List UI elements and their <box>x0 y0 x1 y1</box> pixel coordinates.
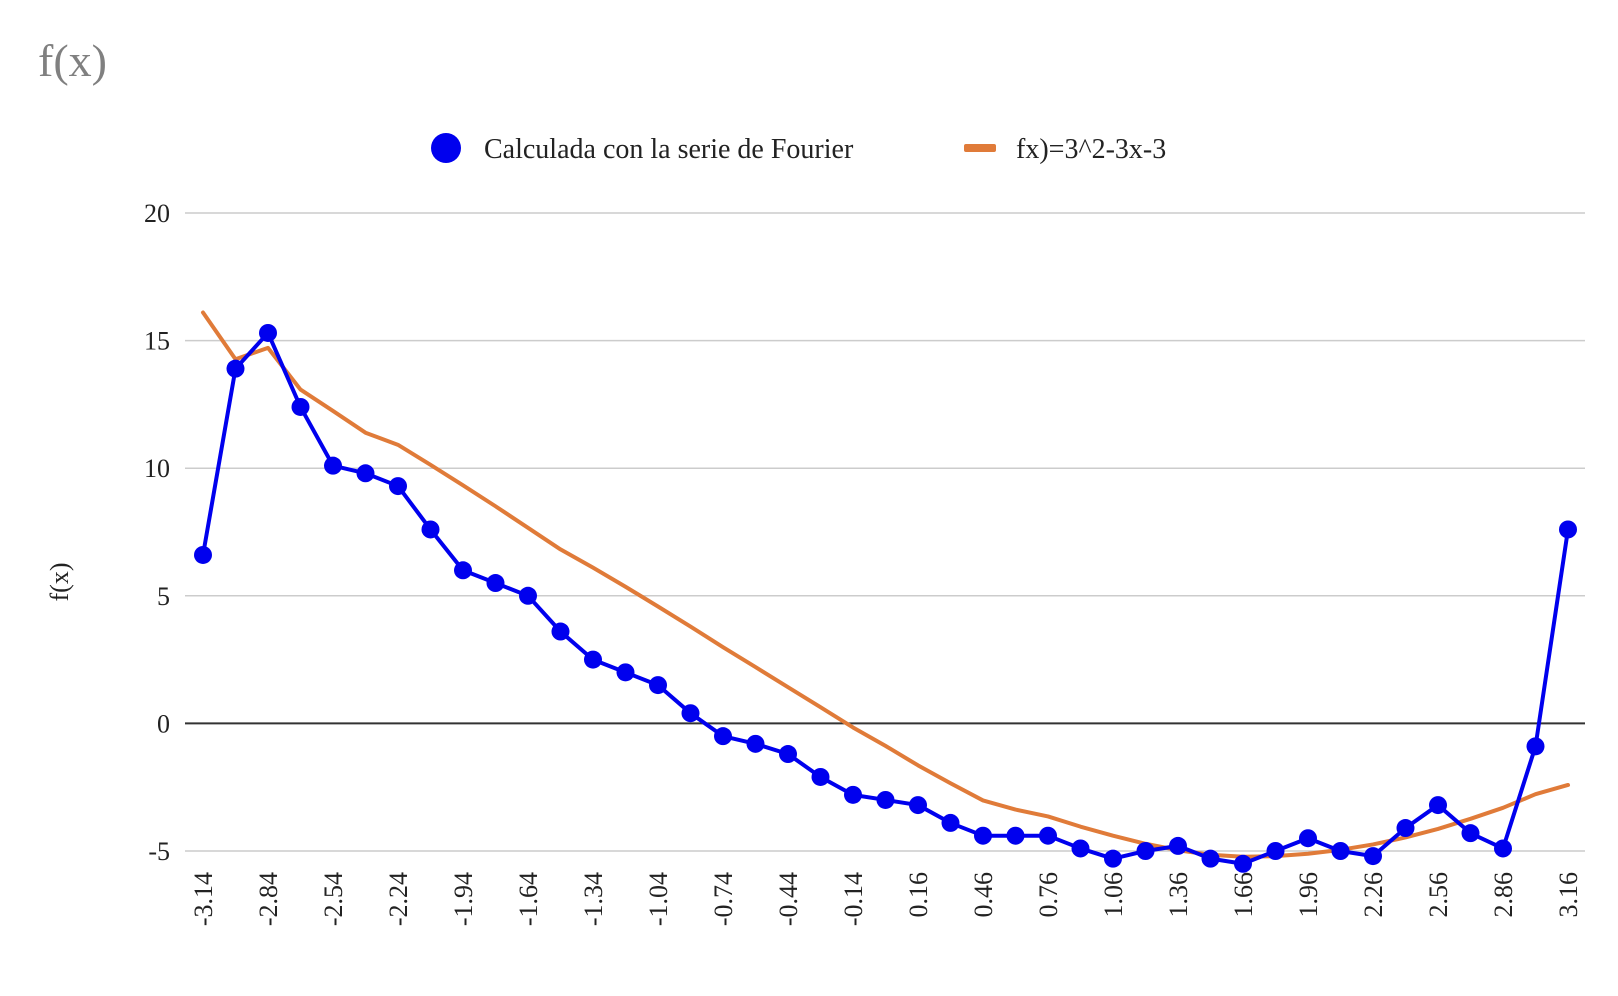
y-axis-title: f(x) <box>45 563 74 602</box>
series-layer <box>194 310 1577 873</box>
data-point-fourier <box>1461 824 1480 843</box>
data-point-fourier <box>1494 839 1512 858</box>
data-point-fourier <box>876 790 895 809</box>
x-tick-label: -0.44 <box>774 872 803 926</box>
data-point-fourier <box>681 704 700 723</box>
y-tick-label: 0 <box>157 709 170 738</box>
x-tick-label: 0.76 <box>1034 872 1063 918</box>
data-point-fourier <box>584 650 602 669</box>
x-tick-label: -2.84 <box>254 872 283 926</box>
x-tick-label: -0.14 <box>839 872 868 926</box>
x-tick-label: -3.14 <box>189 872 218 926</box>
data-point-fourier <box>649 676 667 695</box>
data-point-fourier <box>909 796 927 815</box>
x-tick-label: 2.56 <box>1424 872 1453 918</box>
data-point-fourier <box>1201 849 1220 868</box>
data-point-fourier <box>811 767 830 786</box>
data-point-fourier <box>486 574 505 593</box>
y-tick-label: -5 <box>148 837 170 866</box>
y-axis-ticks: -5 0 5 10 15 20 <box>144 199 170 866</box>
data-point-fourier <box>714 727 732 746</box>
x-tick-label: 0.46 <box>969 872 998 918</box>
x-tick-label: -1.64 <box>514 872 543 926</box>
data-point-fourier <box>421 520 440 539</box>
data-point-fourier <box>1331 842 1350 860</box>
data-point-fourier <box>356 464 375 483</box>
data-point-fourier <box>1429 796 1447 815</box>
data-point-fourier <box>194 545 212 564</box>
data-point-fourier <box>1396 819 1415 838</box>
data-point-fourier <box>1266 842 1285 860</box>
data-point-fourier <box>519 586 537 605</box>
data-point-fourier <box>324 456 342 475</box>
x-tick-label: 1.36 <box>1164 872 1193 918</box>
x-tick-label: -2.24 <box>384 872 413 926</box>
data-point-fourier <box>1299 829 1317 848</box>
data-point-fourier <box>226 359 245 378</box>
data-point-fourier <box>291 397 310 416</box>
x-tick-label: -1.94 <box>449 872 478 926</box>
data-point-fourier <box>1039 826 1057 845</box>
x-tick-label: 3.16 <box>1554 872 1583 918</box>
data-point-fourier <box>551 622 570 641</box>
legend-label-fourier: Calculada con la serie de Fourier <box>484 134 854 165</box>
data-point-fourier <box>779 745 797 764</box>
y-tick-label: 15 <box>144 327 170 356</box>
data-point-fourier <box>1104 849 1122 868</box>
series-line-fourier <box>201 330 1570 866</box>
legend: Calculada con la serie de Fourier fx)=3^… <box>431 133 1166 165</box>
legend-marker-fourier <box>431 133 461 163</box>
data-point-fourier <box>259 323 277 342</box>
data-point-fourier <box>389 477 407 496</box>
series-line-function <box>201 310 1570 859</box>
data-point-fourier <box>454 561 472 580</box>
data-point-fourier <box>1559 520 1577 539</box>
x-tick-label: 1.96 <box>1294 872 1323 918</box>
gridlines <box>185 212 1585 852</box>
y-tick-label: 10 <box>144 454 170 483</box>
data-point-fourier <box>941 813 960 832</box>
data-point-fourier <box>1169 836 1187 855</box>
data-point-fourier <box>1006 826 1025 845</box>
data-point-fourier <box>1136 842 1155 860</box>
x-tick-label: 1.66 <box>1229 872 1258 918</box>
data-point-fourier <box>1234 854 1252 873</box>
data-point-fourier <box>844 785 862 804</box>
x-tick-label: 2.86 <box>1489 872 1518 918</box>
x-axis-ticks: -3.14 -2.84 -2.54 -2.24 -1.94 -1.64 -1.34 -1.04… <box>189 872 1583 926</box>
data-point-fourier <box>1071 839 1090 858</box>
y-tick-label: 20 <box>144 199 170 228</box>
x-tick-label: -1.04 <box>644 872 673 926</box>
legend-label-function: fx)=3^2-3x-3 <box>1016 134 1166 165</box>
x-tick-label: -2.54 <box>319 872 348 926</box>
data-point-fourier <box>746 734 765 753</box>
y-tick-label: 5 <box>157 582 170 611</box>
data-point-fourier <box>974 826 992 845</box>
x-tick-label: 0.16 <box>904 872 933 918</box>
x-tick-label: -1.34 <box>579 872 608 926</box>
data-point-fourier <box>1526 737 1545 756</box>
data-point-fourier <box>1364 847 1382 866</box>
legend-marker-function <box>964 144 996 152</box>
page-title: f(x) <box>38 35 107 86</box>
x-tick-label: -0.74 <box>709 872 738 926</box>
x-tick-label: 1.06 <box>1099 872 1128 918</box>
data-point-fourier <box>616 663 635 682</box>
x-tick-label: 2.26 <box>1359 872 1388 918</box>
